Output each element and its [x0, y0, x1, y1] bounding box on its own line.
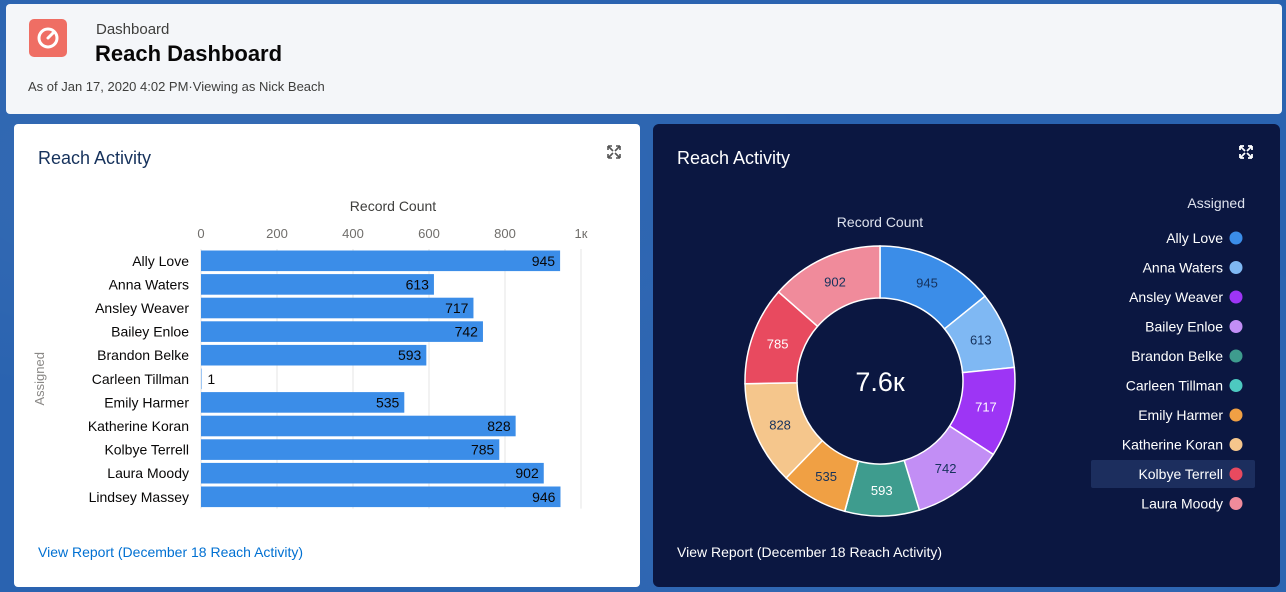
donut-chart: Record Count 945 613 717 742 593 535 828 785 902 7…	[744, 195, 1255, 517]
header-label: Dashboard	[96, 21, 170, 38]
bar-value-label: 946	[532, 489, 556, 505]
legend-item-label: Ally Love	[1166, 230, 1223, 246]
x-axis-title: Record Count	[350, 198, 436, 214]
donut-center-total: 7.6к	[855, 367, 905, 397]
bar-value-label: 945	[532, 253, 556, 269]
card-title: Reach Activity	[677, 148, 791, 168]
legend-item-label: Emily Harmer	[1138, 407, 1223, 423]
bar-value-label: 717	[445, 300, 469, 316]
legend-item-label: Laura Moody	[1141, 496, 1223, 512]
legend-title: Assigned	[1187, 195, 1245, 211]
dashboard-gauge-icon	[29, 19, 67, 57]
view-report-link[interactable]: View Report (December 18 Reach Activity)	[38, 544, 304, 560]
slice-value-label: 945	[916, 276, 938, 291]
legend-swatch	[1229, 320, 1243, 333]
bar	[201, 297, 474, 319]
legend-item-label: Katherine Koran	[1122, 437, 1223, 453]
bar-value-label: 785	[471, 442, 495, 458]
legend-item-label: Carleen Tillman	[1126, 378, 1223, 394]
reach-activity-donut-card: Reach Activity Record Count 945 613 717 742 5…	[653, 124, 1280, 587]
bar	[201, 486, 561, 508]
x-tick-label: 1к	[575, 226, 588, 241]
expand-icon[interactable]	[1236, 142, 1256, 162]
chart-title: Record Count	[837, 214, 923, 230]
x-tick-label: 0	[197, 226, 204, 241]
bar	[201, 250, 561, 272]
legend-swatch	[1229, 349, 1243, 363]
y-tick-label: Emily Harmer	[104, 394, 189, 410]
legend-swatch	[1229, 261, 1243, 274]
y-tick-label: Carleen Tillman	[92, 371, 189, 387]
legend-highlight	[1091, 460, 1255, 488]
page-title: Reach Dashboard	[95, 41, 283, 66]
legend-swatch	[1229, 408, 1243, 422]
x-tick-label: 400	[342, 226, 364, 241]
bar	[201, 274, 434, 295]
bar-value-label: 742	[455, 324, 479, 340]
legend-swatch	[1229, 231, 1243, 245]
x-tick-label: 200	[266, 226, 288, 241]
y-tick-label: Ally Love	[132, 253, 189, 269]
slice-value-label: 613	[970, 333, 992, 348]
y-tick-label: Ansley Weaver	[95, 300, 189, 316]
y-tick-label: Katherine Koran	[88, 418, 189, 434]
legend-swatch	[1229, 290, 1243, 304]
y-tick-label: Kolbye Terrell	[104, 442, 189, 458]
bar	[201, 415, 516, 437]
legend-item-label: Brandon Belke	[1131, 348, 1223, 364]
bar-value-label: 535	[376, 394, 400, 410]
legend-item-label: Anna Waters	[1143, 260, 1223, 276]
reach-activity-bar-card: Reach Activity Record Count 0 200 400 600 800…	[14, 124, 640, 587]
legend-item-label: Ansley Weaver	[1129, 289, 1223, 305]
x-tick-label: 800	[494, 226, 516, 241]
legend-swatch	[1229, 497, 1243, 510]
bar	[201, 439, 500, 460]
expand-icon[interactable]	[604, 142, 624, 162]
card-title: Reach Activity	[38, 148, 152, 168]
y-tick-label: Brandon Belke	[97, 347, 189, 363]
bar-chart: Record Count 0 200 400 600 800 1к Assigned Ally …	[32, 198, 588, 509]
bar-value-label: 902	[515, 465, 539, 481]
slice-value-label: 593	[871, 483, 893, 498]
bar-value-label: 613	[406, 276, 430, 292]
slice-value-label: 535	[815, 469, 837, 484]
bar	[201, 462, 544, 484]
slice-value-label: 785	[767, 337, 789, 352]
bar-value-label: 593	[398, 347, 422, 363]
bar-value-label: 1	[207, 371, 215, 387]
dashboard-header: Dashboard Reach Dashboard As of Jan 17, …	[6, 4, 1282, 114]
bar	[201, 392, 405, 413]
header-subtitle: As of Jan 17, 2020 4:02 PM·Viewing as Ni…	[28, 79, 325, 94]
slice-value-label: 717	[975, 400, 997, 415]
legend-swatch	[1229, 438, 1243, 451]
bar	[201, 321, 483, 342]
legend-item-label: Kolbye Terrell	[1138, 466, 1223, 482]
slice-value-label: 902	[824, 275, 846, 290]
y-tick-label: Bailey Enloe	[111, 324, 189, 340]
y-tick-label: Anna Waters	[109, 276, 189, 292]
legend-swatch	[1229, 467, 1243, 481]
legend-item-label: Bailey Enloe	[1145, 319, 1223, 335]
y-axis-title: Assigned	[32, 352, 47, 405]
y-tick-label: Lindsey Massey	[89, 489, 189, 505]
donut-slice	[777, 245, 881, 328]
slice-value-label: 742	[935, 461, 957, 476]
slice-value-label: 828	[769, 418, 791, 433]
view-report-link[interactable]: View Report (December 18 Reach Activity)	[677, 544, 943, 560]
y-tick-label: Laura Moody	[107, 465, 189, 481]
bar	[201, 344, 427, 366]
x-tick-label: 600	[418, 226, 440, 241]
bar	[201, 368, 202, 390]
bar-value-label: 828	[487, 418, 511, 434]
legend-swatch	[1229, 379, 1243, 392]
